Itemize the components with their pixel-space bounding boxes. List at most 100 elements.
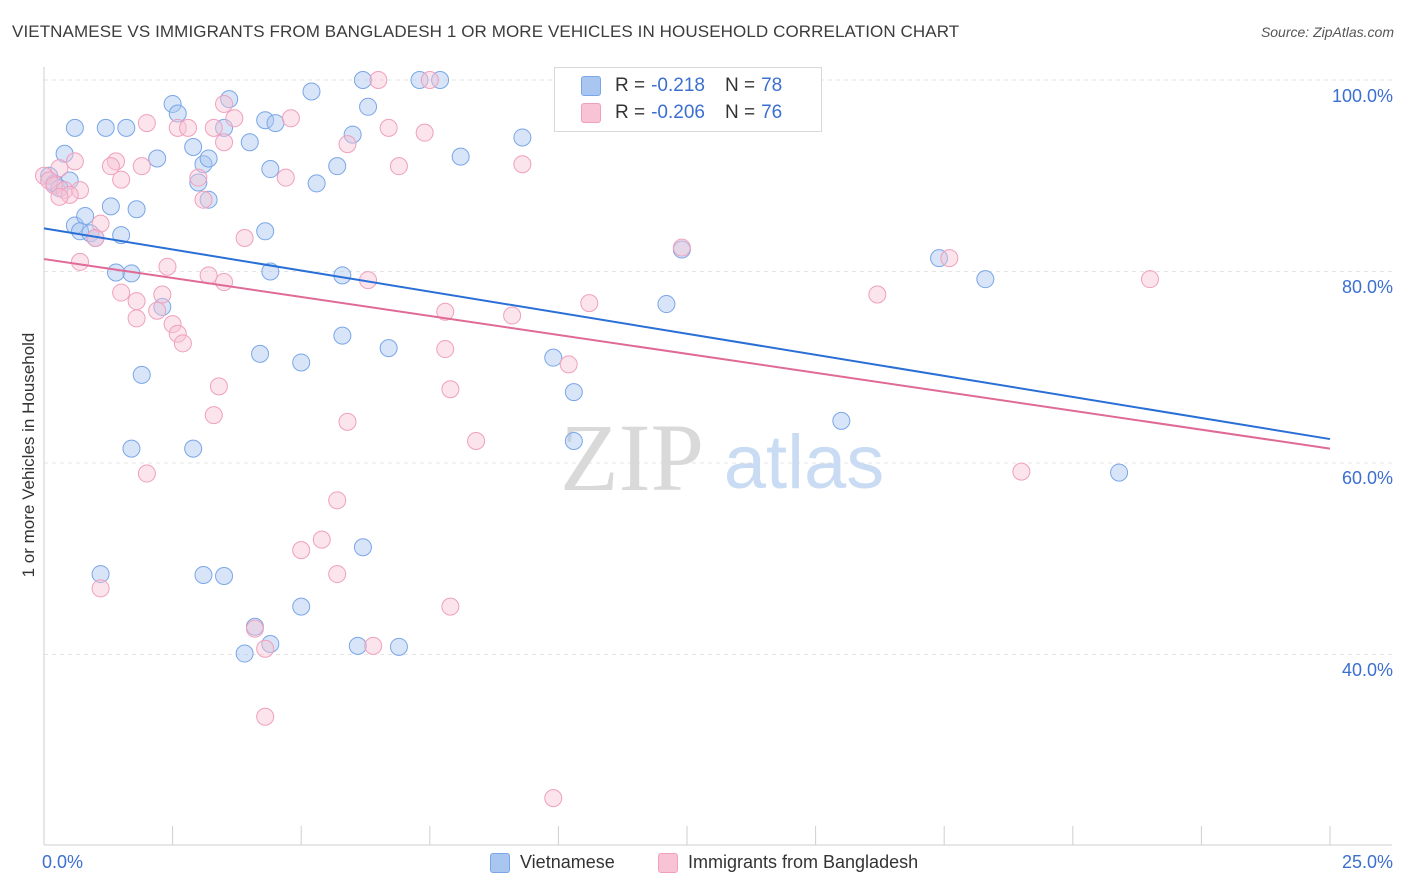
legend-r-label: R = (615, 102, 646, 123)
data-point (215, 273, 234, 292)
data-point (40, 171, 59, 190)
series-swatch-vietnamese (490, 852, 510, 873)
data-point (307, 174, 326, 193)
data-point (168, 118, 187, 137)
data-point (209, 377, 228, 396)
data-point (163, 94, 182, 113)
series-name-vietnamese: Vietnamese (520, 852, 615, 872)
data-point (292, 541, 311, 560)
data-point (215, 94, 234, 113)
y-tick-label-40: 40.0% (1341, 660, 1393, 680)
data-point (194, 190, 213, 209)
data-point (389, 637, 408, 656)
data-point (832, 411, 851, 430)
data-point (559, 355, 578, 374)
legend-r-label: R = (615, 75, 646, 96)
data-point (96, 118, 115, 137)
watermark-zip: ZIP (560, 404, 704, 511)
data-point (245, 619, 264, 638)
data-point (353, 71, 372, 89)
y-tick-label-80: 80.0% (1341, 277, 1393, 297)
data-point (50, 187, 69, 206)
data-point (328, 565, 347, 584)
data-points (35, 71, 1159, 808)
data-point (101, 157, 120, 176)
data-point (672, 238, 691, 257)
data-point (513, 155, 532, 174)
trend-line-0 (43, 227, 1331, 441)
data-point (348, 636, 367, 655)
data-point (564, 383, 583, 402)
data-point (194, 155, 213, 174)
data-point (189, 168, 208, 187)
series-points-0 (40, 71, 1129, 663)
data-point (91, 579, 110, 598)
data-point (868, 285, 887, 304)
data-point (71, 181, 90, 200)
data-point (256, 639, 275, 658)
data-point (441, 597, 460, 616)
data-point (976, 270, 995, 289)
data-point (328, 157, 347, 176)
axes (43, 67, 1392, 846)
legend-n-label: N = (724, 75, 756, 96)
data-point (940, 249, 959, 268)
legend-row-vietnamese: R = -0.218 N = 78 (581, 74, 782, 98)
data-point (343, 125, 362, 144)
data-point (153, 285, 172, 304)
data-point (256, 707, 275, 726)
data-point (302, 82, 321, 101)
data-point (353, 538, 372, 557)
data-point (513, 128, 532, 147)
data-point (261, 634, 280, 653)
series-name-bangladesh: Immigrants from Bangladesh (688, 852, 919, 872)
data-point (276, 168, 295, 187)
data-point (292, 597, 311, 616)
data-point (415, 123, 434, 142)
data-point (235, 644, 254, 663)
data-point (657, 295, 676, 314)
data-point (189, 173, 208, 192)
legend-n-label: N = (724, 102, 756, 123)
data-point (436, 340, 455, 359)
data-point (101, 197, 120, 216)
data-point (163, 315, 182, 334)
trend-lines (43, 227, 1331, 450)
stats-legend: R = -0.218 N = 78 R = -0.206 N = 76 (554, 67, 822, 132)
data-point (127, 309, 146, 328)
data-point (117, 118, 136, 137)
data-point (251, 344, 270, 363)
data-point (544, 789, 563, 808)
data-point (65, 118, 84, 137)
data-point (580, 294, 599, 313)
series-points-1 (35, 71, 1159, 808)
data-point (199, 149, 218, 168)
data-point (1110, 463, 1129, 482)
data-point (225, 109, 244, 128)
data-point (179, 118, 198, 137)
data-point (312, 530, 331, 549)
data-point (1012, 462, 1031, 481)
source-label: Source: ZipAtlas.com (1260, 24, 1394, 40)
data-point (132, 365, 151, 384)
data-point (467, 431, 486, 450)
data-point (71, 252, 90, 271)
legend-row-bangladesh: R = -0.206 N = 76 (581, 101, 782, 125)
data-point (91, 214, 110, 233)
x-tick-label-max: 25.0% (1341, 852, 1393, 872)
data-point (91, 565, 110, 584)
data-point (137, 114, 156, 133)
data-point (564, 431, 583, 450)
data-point (1140, 270, 1159, 289)
data-point (410, 71, 429, 89)
data-point (127, 200, 146, 219)
trend-line-1 (43, 258, 1331, 450)
data-point (215, 566, 234, 585)
data-point (112, 170, 131, 189)
data-point (266, 114, 285, 133)
data-point (451, 147, 470, 166)
data-point (261, 160, 280, 179)
data-point (65, 152, 84, 171)
legend-n-value: 78 (761, 75, 783, 96)
